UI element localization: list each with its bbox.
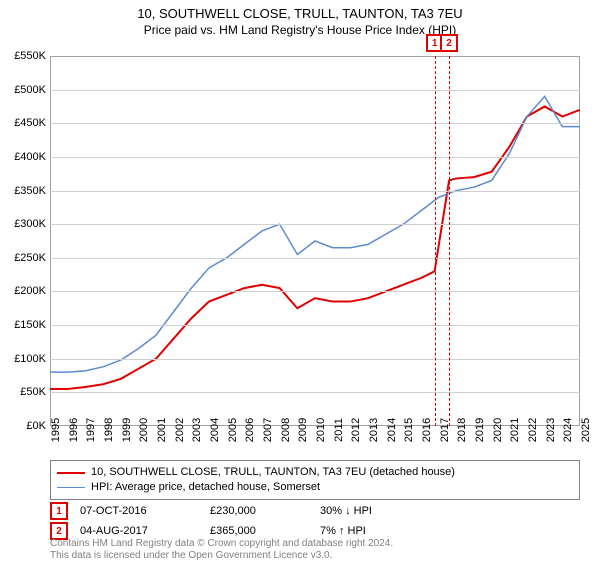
sale-date-1: 07-OCT-2016 — [80, 505, 210, 517]
chart-sale-marker: 2 — [440, 34, 458, 52]
xtick-label: 2016 — [421, 418, 433, 442]
legend-row-hpi: HPI: Average price, detached house, Some… — [57, 480, 573, 495]
xtick-label: 2009 — [297, 418, 309, 442]
legend-label-hpi: HPI: Average price, detached house, Some… — [91, 480, 320, 495]
xtick-label: 1996 — [68, 418, 80, 442]
ytick-label: £0K — [26, 420, 46, 432]
xtick-label: 1999 — [121, 418, 133, 442]
xtick-label: 2004 — [209, 418, 221, 442]
gridline — [50, 191, 580, 192]
sale-row-1: 1 07-OCT-2016 £230,000 30% ↓ HPI — [50, 502, 580, 520]
xtick-label: 2002 — [174, 418, 186, 442]
chart-container: 10, SOUTHWELL CLOSE, TRULL, TAUNTON, TA3… — [0, 6, 600, 566]
sale-vline — [449, 56, 450, 426]
ytick-label: £300K — [14, 218, 46, 230]
xtick-label: 2015 — [403, 418, 415, 442]
ytick-label: £200K — [14, 285, 46, 297]
xtick-label: 1997 — [85, 418, 97, 442]
xtick-label: 2018 — [456, 418, 468, 442]
xtick-label: 2011 — [333, 418, 345, 442]
line-svg — [50, 56, 580, 426]
ytick-label: £50K — [20, 386, 46, 398]
ytick-label: £150K — [14, 319, 46, 331]
gridline — [50, 157, 580, 158]
series-line-hpi — [50, 96, 580, 372]
gridline — [50, 359, 580, 360]
ytick-label: £450K — [14, 117, 46, 129]
xtick-label: 2025 — [580, 418, 592, 442]
xtick-label: 2019 — [474, 418, 486, 442]
sale-price-1: £230,000 — [210, 505, 320, 517]
gridline — [50, 392, 580, 393]
sale-date-2: 04-AUG-2017 — [80, 525, 210, 537]
legend-label-price-paid: 10, SOUTHWELL CLOSE, TRULL, TAUNTON, TA3… — [91, 465, 455, 480]
xtick-label: 2014 — [386, 418, 398, 442]
ytick-label: £500K — [14, 84, 46, 96]
sale-marker-1: 1 — [50, 502, 68, 520]
legend: 10, SOUTHWELL CLOSE, TRULL, TAUNTON, TA3… — [50, 460, 580, 500]
gridline — [50, 291, 580, 292]
xtick-label: 2001 — [156, 418, 168, 442]
xtick-label: 2003 — [191, 418, 203, 442]
footer-line-2: This data is licensed under the Open Gov… — [50, 550, 393, 562]
xtick-label: 2020 — [492, 418, 504, 442]
gridline — [50, 90, 580, 91]
gridline — [50, 258, 580, 259]
footer: Contains HM Land Registry data © Crown c… — [50, 538, 393, 562]
gridline — [50, 224, 580, 225]
sale-delta-2: 7% ↑ HPI — [320, 525, 440, 537]
ytick-label: £250K — [14, 252, 46, 264]
ytick-label: £400K — [14, 151, 46, 163]
xtick-label: 2021 — [509, 418, 521, 442]
plot-area: £0K£50K£100K£150K£200K£250K£300K£350K£40… — [50, 56, 580, 426]
gridline — [50, 325, 580, 326]
sale-vline — [435, 56, 436, 426]
ytick-label: £350K — [14, 185, 46, 197]
legend-swatch-hpi — [57, 487, 85, 488]
ytick-label: £550K — [14, 50, 46, 62]
sale-price-2: £365,000 — [210, 525, 320, 537]
ytick-label: £100K — [14, 353, 46, 365]
gridline — [50, 123, 580, 124]
xtick-label: 2006 — [244, 418, 256, 442]
xtick-label: 1998 — [103, 418, 115, 442]
sale-delta-1: 30% ↓ HPI — [320, 505, 440, 517]
xtick-label: 2022 — [527, 418, 539, 442]
legend-row-price-paid: 10, SOUTHWELL CLOSE, TRULL, TAUNTON, TA3… — [57, 465, 573, 480]
xtick-label: 2008 — [280, 418, 292, 442]
xtick-label: 2007 — [262, 418, 274, 442]
chart-subtitle: Price paid vs. HM Land Registry's House … — [0, 23, 600, 37]
xtick-label: 2023 — [545, 418, 557, 442]
xtick-label: 2024 — [562, 418, 574, 442]
chart-title: 10, SOUTHWELL CLOSE, TRULL, TAUNTON, TA3… — [0, 6, 600, 21]
xtick-label: 2010 — [315, 418, 327, 442]
xtick-label: 2013 — [368, 418, 380, 442]
xtick-label: 1995 — [50, 418, 62, 442]
xtick-label: 2012 — [350, 418, 362, 442]
xtick-label: 2005 — [227, 418, 239, 442]
series-line-price_paid — [50, 106, 580, 389]
xtick-label: 2000 — [138, 418, 150, 442]
footer-line-1: Contains HM Land Registry data © Crown c… — [50, 538, 393, 550]
legend-swatch-price-paid — [57, 472, 85, 474]
